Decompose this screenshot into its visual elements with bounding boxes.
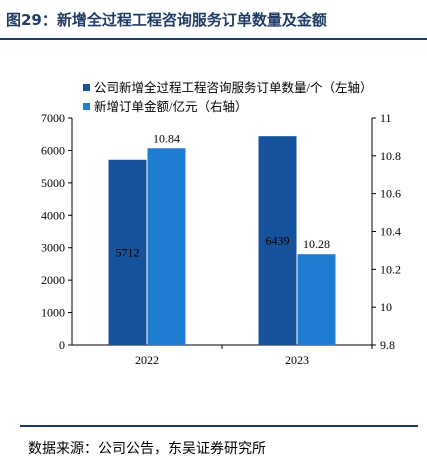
data-labels: 5712 10.84 6439 10.28 <box>116 131 331 259</box>
right-tick-label: 9.8 <box>380 338 395 352</box>
left-tick-label: 6000 <box>41 143 65 157</box>
bars <box>108 136 336 345</box>
x-tick-label: 2022 <box>135 353 159 367</box>
right-tick-label: 11 <box>380 111 392 125</box>
bar-order-count <box>108 159 147 345</box>
legend-swatch-amount <box>83 103 90 110</box>
bar-order-count <box>258 136 297 345</box>
legend-label-count: 公司新增全过程工程咨询服务订单数量/个（左轴） <box>94 80 372 95</box>
right-tick-label: 10.8 <box>380 149 401 163</box>
left-tick-label: 1000 <box>41 306 65 320</box>
data-label-order-count: 5712 <box>116 245 140 259</box>
data-label-order-amount: 10.28 <box>303 237 330 251</box>
left-tick-label: 0 <box>59 338 65 352</box>
source-note: 数据来源：公司公告，东吴证券研究所 <box>28 441 266 457</box>
legend: 公司新增全过程工程咨询服务订单数量/个（左轴） 新增订单金额/亿元（右轴） <box>83 80 372 114</box>
right-tick-label: 10.2 <box>380 262 401 276</box>
x-tick-label: 2023 <box>285 353 309 367</box>
axes: 0 1000 2000 3000 4000 5000 6000 7000 9.8 10 10.2 10… <box>41 111 401 367</box>
title-rule <box>0 38 427 40</box>
footer-rule <box>20 425 418 427</box>
bar-order-amount <box>297 254 336 345</box>
left-tick-label: 2000 <box>41 273 65 287</box>
figure-title: 图29：新增全过程工程咨询服务订单数量及金额 <box>6 11 327 29</box>
left-tick-label: 4000 <box>41 208 65 222</box>
legend-label-amount: 新增订单金额/亿元（右轴） <box>94 99 247 114</box>
left-tick-label: 5000 <box>41 176 65 190</box>
bar-order-amount <box>147 148 186 345</box>
right-tick-label: 10.4 <box>380 225 401 239</box>
left-tick-label: 7000 <box>41 111 65 125</box>
right-tick-label: 10 <box>380 300 392 314</box>
data-label-order-amount: 10.84 <box>153 131 180 145</box>
legend-swatch-count <box>83 84 90 91</box>
data-label-order-count: 6439 <box>266 234 290 248</box>
right-tick-label: 10.6 <box>380 187 401 201</box>
left-tick-label: 3000 <box>41 241 65 255</box>
